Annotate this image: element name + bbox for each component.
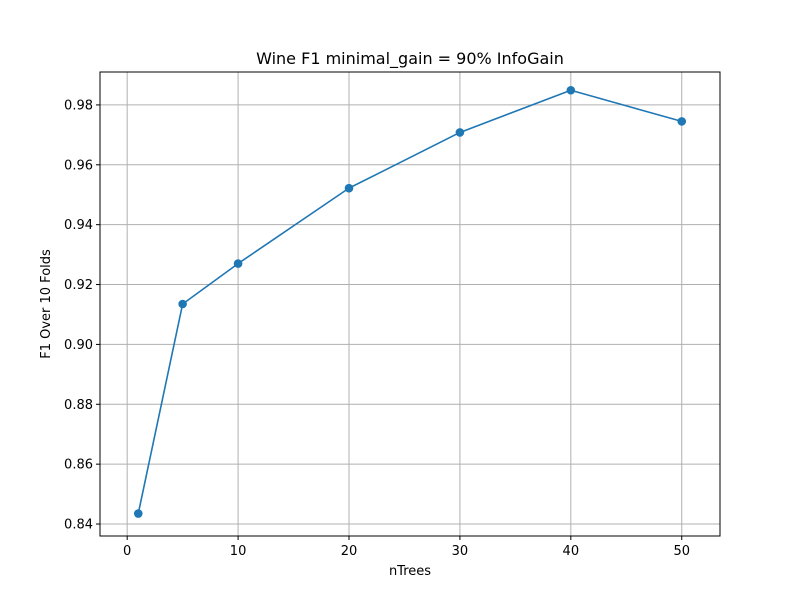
y-tick-label: 0.86 [64,458,93,473]
data-point [677,117,687,126]
y-tick-label: 0.84 [64,518,93,533]
y-tick-label: 0.96 [64,158,93,173]
x-tick-label: 20 [341,544,358,559]
x-axis-label: nTrees [389,564,431,579]
x-tick-label: 50 [673,544,690,559]
y-axis-label: F1 Over 10 Folds [39,249,54,359]
x-tick-label: 30 [452,544,469,559]
series-group [133,85,687,518]
data-point [233,259,243,268]
grid-lines [100,72,720,536]
y-tick-label: 0.92 [64,278,93,293]
axis-ticks: 0 10 20 30 40 50 0.84 0.86 0.88 0.90 0.92 0.94 0.96 0… [64,98,690,559]
chart-title: Wine F1 minimal_gain = 90% InfoGain [256,49,564,69]
x-tick-label: 10 [230,544,247,559]
y-tick-label: 0.98 [64,98,93,113]
data-point [455,128,465,137]
x-tick-label: 0 [123,544,131,559]
data-point [344,183,354,193]
y-tick-label: 0.90 [64,338,93,353]
x-tick-label: 40 [563,544,580,559]
y-tick-label: 0.94 [64,218,93,233]
data-point [178,299,187,309]
data-point [133,509,143,518]
data-point [566,85,576,95]
y-tick-label: 0.88 [64,398,93,413]
plot-frame [99,71,721,537]
